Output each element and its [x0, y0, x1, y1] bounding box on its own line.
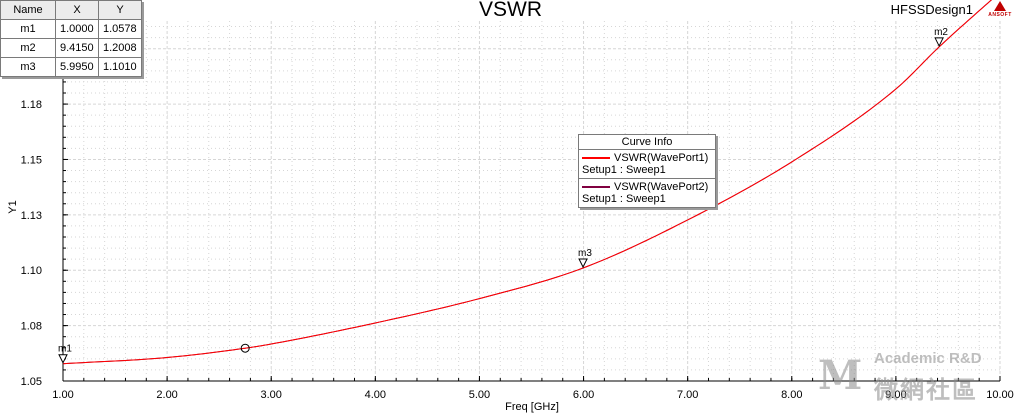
x-axis-label: Freq [GHz]: [505, 401, 559, 413]
legend-sublabel: Setup1 : Sweep1: [582, 193, 666, 205]
marker-y: 1.0578: [98, 19, 142, 39]
series-line-vswr-waveport1: [62, 0, 993, 365]
x-tick-label: 4.00: [365, 389, 386, 401]
marker-x: 9.4150: [55, 38, 99, 58]
x-tick-label: 8.00: [781, 389, 802, 401]
marker-y: 1.2008: [98, 38, 142, 58]
legend-entry-waveport1[interactable]: VSWR(WavePort1) Setup1 : Sweep1: [579, 150, 715, 179]
y-tick-label: 1.18: [21, 99, 42, 111]
x-tick-label: 7.00: [677, 389, 698, 401]
y-tick-label: 1.08: [21, 321, 42, 333]
marker-table: Name X Y m1 1.0000 1.0578 m2 9.4150 1.20…: [0, 0, 142, 77]
marker-row[interactable]: m2 9.4150 1.2008: [0, 38, 142, 58]
plot-area: [63, 21, 1000, 381]
chart-grid: [62, 21, 1001, 382]
watermark-line2: 微網社區: [874, 377, 978, 404]
legend-entry-waveport2[interactable]: VSWR(WavePort2) Setup1 : Sweep1: [579, 179, 715, 207]
marker-table-header: Name X Y: [0, 0, 142, 20]
marker-triangle-icon: [934, 37, 944, 48]
ansoft-logo-icon: [994, 1, 1006, 11]
marker-y: 1.1010: [98, 57, 142, 77]
marker-name: m2: [0, 38, 56, 58]
design-name: HFSSDesign1: [890, 2, 973, 17]
watermark-logo-icon: M: [818, 352, 863, 399]
marker-triangle-icon: [578, 258, 588, 269]
marker-col-y: Y: [98, 0, 142, 20]
x-tick-label: 2.00: [156, 389, 177, 401]
y-tick-label: 1.15: [21, 154, 42, 166]
marker-col-x: X: [55, 0, 99, 20]
marker-label: m1: [58, 344, 72, 355]
cursor-circle-icon: [240, 343, 250, 353]
y-tick-label: 1.10: [21, 265, 42, 277]
marker-name: m3: [0, 57, 56, 77]
legend-swatch-waveport1: [582, 157, 610, 159]
marker-row[interactable]: m1 1.0000 1.0578: [0, 19, 142, 39]
chart-axes: [62, 21, 1000, 382]
x-tick-label: 6.00: [573, 389, 594, 401]
marker-label: m3: [578, 248, 592, 259]
legend-sublabel: Setup1 : Sweep1: [582, 164, 666, 176]
x-tick-label: 9.00: [885, 389, 906, 401]
y-tick-label: 1.05: [21, 376, 42, 388]
y-axis-label: Y1: [7, 200, 19, 213]
y-tick-label: 1.13: [21, 210, 42, 222]
curve-info-legend[interactable]: Curve Info VSWR(WavePort1) Setup1 : Swee…: [578, 134, 716, 208]
marker-row[interactable]: m3 5.9950 1.1010: [0, 57, 142, 77]
watermark: M Academic R&D 微網社區: [818, 348, 1018, 406]
legend-swatch-waveport2: [582, 186, 610, 188]
chart-ticks: 1.00 2.00 3.00 4.00 5.00 6.00 7.00 8.00 9.00 10.0…: [21, 26, 1014, 401]
marker-x: 1.0000: [55, 19, 99, 39]
x-tick-label: 1.00: [52, 389, 73, 401]
marker-col-name: Name: [0, 0, 56, 20]
curve-info-title: Curve Info: [579, 135, 715, 150]
watermark-line1: Academic R&D: [874, 350, 982, 367]
ansoft-logo-text: ANSOFT: [988, 12, 1012, 18]
chart-title: VSWR: [479, 0, 542, 21]
legend-label: VSWR(WavePort2): [614, 181, 709, 193]
marker-triangle-icon: [58, 354, 68, 364]
chart-series: [62, 0, 993, 365]
ansoft-logo: ANSOFT: [985, 1, 1015, 18]
x-tick-label: 5.00: [469, 389, 490, 401]
x-tick-label: 3.00: [261, 389, 282, 401]
marker-label: m2: [934, 27, 948, 38]
marker-x: 5.9950: [55, 57, 99, 77]
x-tick-label: 10.00: [986, 389, 1014, 401]
chart-markers: m1 m2 m3: [58, 27, 948, 364]
marker-name: m1: [0, 19, 56, 39]
legend-label: VSWR(WavePort1): [614, 152, 709, 164]
